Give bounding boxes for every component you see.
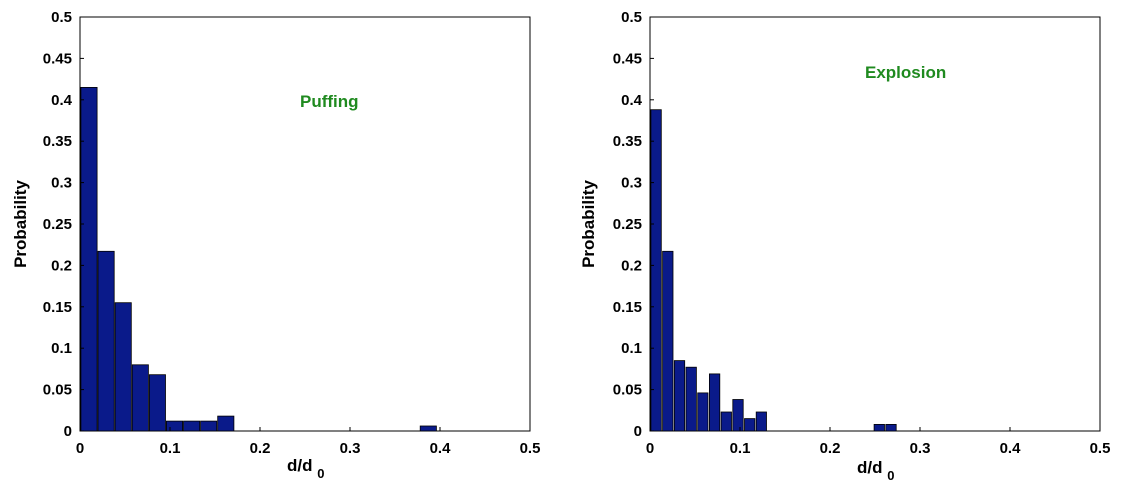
bar-explosion-2 (673, 360, 686, 432)
y-tick-label: 0.4 (621, 92, 643, 109)
bar-puffing-4 (148, 374, 166, 432)
y-tick-label: 0.45 (43, 50, 72, 67)
y-tick-label: 0.5 (621, 9, 642, 26)
x-tick-label: 0.3 (340, 440, 361, 457)
bar-explosion-7 (732, 399, 744, 432)
y-tick-label: 0.35 (43, 133, 72, 150)
xlabel-explosion: d/d 0 (857, 458, 894, 483)
bar-puffing-8 (217, 415, 235, 432)
bar-explosion-5 (709, 373, 721, 432)
y-tick-label: 0.15 (43, 299, 72, 316)
xlabel-puffing-main: d/d (287, 456, 313, 475)
plot-area-explosion (649, 16, 1101, 432)
y-tick-label: 0.2 (621, 257, 642, 274)
ylabel-explosion: Probability (579, 180, 598, 268)
y-ticks-explosion: 0 0.05 0.1 0.15 0.2 0.25 0.3 0.35 0.4 0.45 0.5 (613, 9, 654, 440)
y-tick-label: 0.5 (51, 9, 72, 26)
x-tick-label: 0.1 (730, 440, 751, 457)
bar-puffing-2 (114, 302, 132, 432)
x-tick-label: 0.2 (250, 440, 271, 457)
bar-puffing-1 (97, 250, 115, 432)
annotation-puffing: Puffing (300, 92, 359, 111)
y-tick-label: 0.05 (613, 382, 642, 399)
x-ticks-explosion: 0 0.1 0.2 0.3 0.4 0.5 (646, 427, 1111, 457)
bar-puffing-9 (419, 425, 437, 432)
x-ticks-puffing: 0 0.1 0.2 0.3 0.4 0.5 (76, 427, 541, 457)
bar-explosion-3 (685, 366, 697, 432)
x-tick-label: 0.4 (1000, 440, 1022, 457)
bar-explosion-10 (873, 423, 885, 432)
y-tick-label: 0.05 (43, 382, 72, 399)
xlabel-explosion-main: d/d (857, 458, 883, 477)
bar-puffing-5 (165, 420, 183, 432)
y-tick-label: 0.1 (621, 340, 642, 357)
xlabel-puffing-sub: 0 (317, 466, 324, 481)
bar-explosion-4 (697, 392, 709, 432)
y-tick-label: 0.4 (51, 92, 73, 109)
x-tick-label: 0.5 (1090, 440, 1111, 457)
x-tick-label: 0 (76, 440, 84, 457)
bar-explosion-11 (885, 423, 897, 432)
xlabel-explosion-sub: 0 (887, 468, 894, 483)
bar-puffing-6 (183, 420, 201, 432)
y-tick-label: 0 (634, 423, 642, 440)
xlabel-puffing: d/d 0 (287, 456, 324, 481)
bar-explosion-1 (662, 250, 674, 432)
x-tick-label: 0 (646, 440, 654, 457)
bar-explosion-9 (755, 411, 767, 432)
y-tick-label: 0.2 (51, 257, 72, 274)
y-tick-label: 0.3 (51, 175, 72, 192)
y-tick-label: 0.1 (51, 340, 72, 357)
x-tick-label: 0.1 (160, 440, 181, 457)
annotation-explosion: Explosion (865, 63, 946, 82)
ylabel-puffing: Probability (11, 180, 30, 268)
y-tick-label: 0.45 (613, 50, 642, 67)
chart-explosion: 0 0.1 0.2 0.3 0.4 0.5 00.050.10.150.20.250.30… (579, 9, 1110, 483)
x-tick-label: 0.4 (430, 440, 452, 457)
bar-puffing-3 (131, 364, 149, 432)
plot-area-puffing (79, 16, 531, 432)
bar-puffing-7 (200, 420, 218, 432)
bar-explosion-0 (650, 109, 662, 432)
bar-puffing-0 (80, 87, 98, 432)
bars-puffing (80, 87, 437, 432)
y-ticks-puffing: 0 0.05 0.1 0.15 0.2 0.25 0.3 0.35 0.4 0.45 0.5 (43, 9, 84, 440)
x-tick-label: 0.2 (820, 440, 841, 457)
y-tick-label: 0.25 (43, 216, 72, 233)
chart-puffing: 0 0.1 0.2 0.3 0.4 0.5 00.050.10.150.20.250.30… (11, 9, 540, 481)
bars-explosion (650, 109, 897, 432)
bar-explosion-8 (744, 418, 756, 432)
y-tick-label: 0.3 (621, 175, 642, 192)
y-tick-label: 0.25 (613, 216, 642, 233)
x-tick-label: 0.5 (520, 440, 541, 457)
y-tick-label: 0.15 (613, 299, 642, 316)
y-tick-label: 0.35 (613, 133, 642, 150)
x-tick-label: 0.3 (910, 440, 931, 457)
bar-explosion-6 (720, 411, 732, 432)
y-tick-label: 0 (64, 423, 72, 440)
